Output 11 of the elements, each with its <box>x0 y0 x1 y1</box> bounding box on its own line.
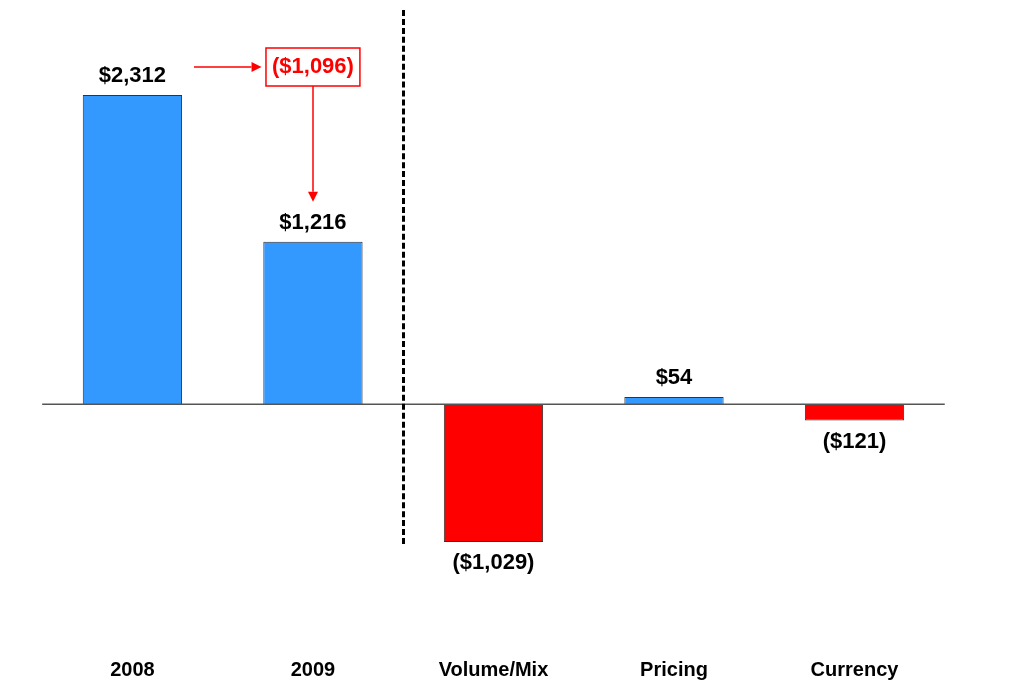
x-tick-label: Currency <box>810 657 900 680</box>
text: ($1,096) <box>271 53 354 79</box>
x-tick-label: Pricing <box>640 657 708 680</box>
x-tick-label: 2008 <box>110 657 155 680</box>
data-label: $54 <box>655 364 694 390</box>
data-label: ($121) <box>822 427 887 453</box>
x-tick-label: Volume/Mix <box>438 657 549 680</box>
data-label: $1,216 <box>279 208 347 234</box>
data-label: $2,312 <box>98 62 167 88</box>
x-tick-label: 2009 <box>290 657 336 680</box>
data-label: ($1,029) <box>452 549 535 575</box>
